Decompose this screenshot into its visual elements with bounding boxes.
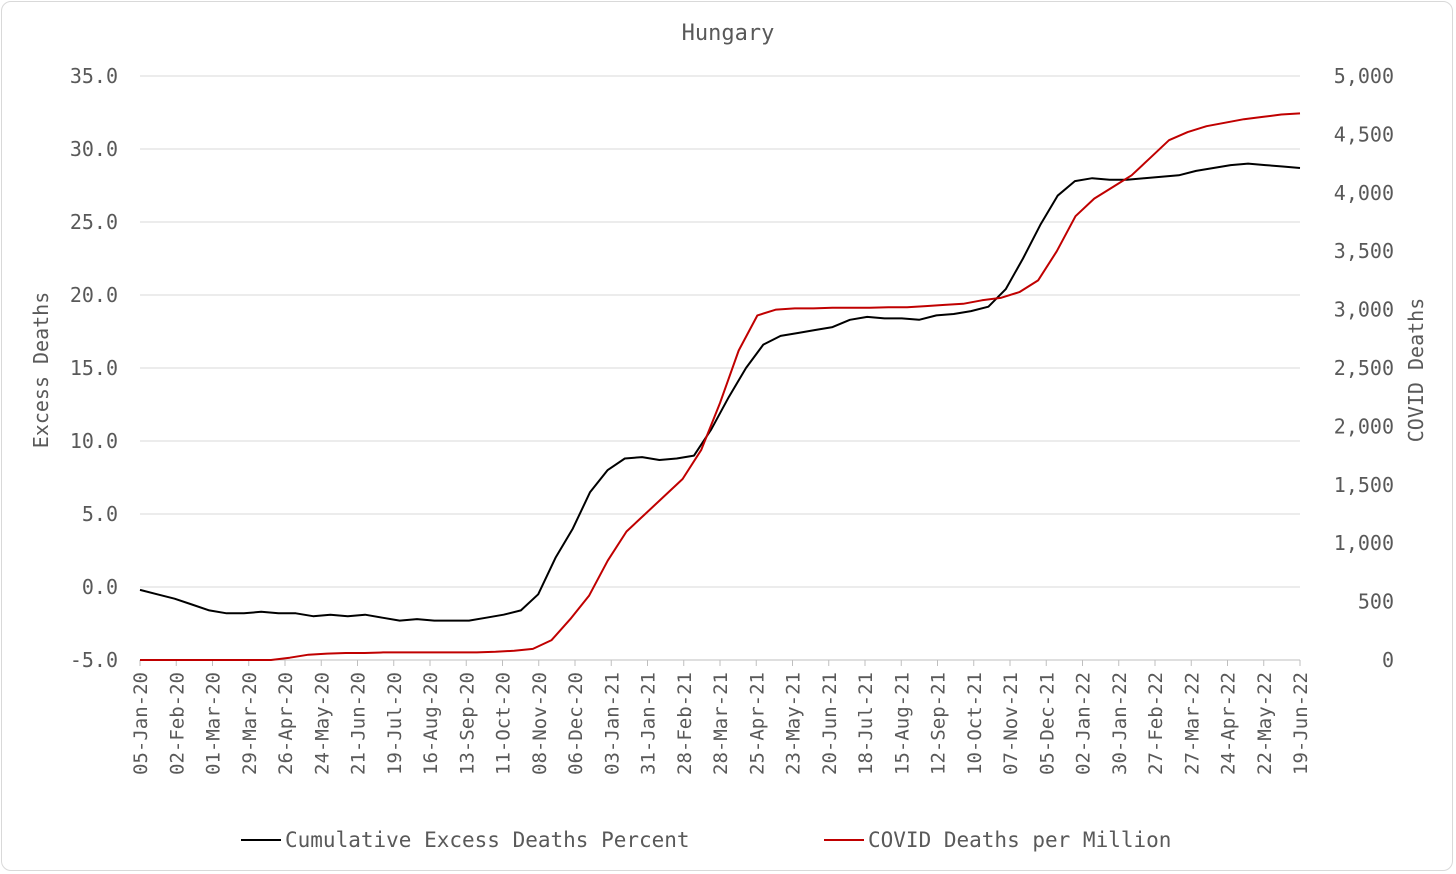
- x-tick-label: 16-Aug-20: [420, 672, 442, 775]
- x-tick-label: 20-Jun-21: [819, 672, 841, 775]
- x-tick-label: 22-May-22: [1254, 672, 1276, 775]
- x-tick-label: 05-Jan-20: [130, 672, 152, 775]
- legend-label-excess: Cumulative Excess Deaths Percent: [285, 828, 690, 852]
- x-tick-label: 28-Feb-21: [674, 672, 696, 775]
- legend: Cumulative Excess Deaths Percent COVID D…: [241, 828, 1171, 852]
- x-tick-label: 01-Mar-20: [203, 672, 225, 775]
- x-tick-label: 06-Dec-20: [565, 672, 587, 775]
- y-axis-label: Excess Deaths: [29, 292, 53, 449]
- y-tick-label: 5.0: [82, 502, 118, 526]
- x-tick-label: 27-Feb-22: [1145, 672, 1167, 775]
- y-tick-label: 15.0: [70, 356, 118, 380]
- y2-tick-label: 500: [1358, 590, 1394, 614]
- x-tick-label: 28-Mar-21: [710, 672, 732, 775]
- y2-tick-label: 4,000: [1334, 181, 1394, 205]
- x-tick-label: 19-Jul-20: [384, 672, 406, 775]
- y2-tick-label: 3,000: [1334, 298, 1394, 322]
- x-tick-label: 30-Jan-22: [1109, 672, 1131, 775]
- x-tick-label: 23-May-21: [783, 672, 805, 775]
- y-tick-label: 0.0: [82, 575, 118, 599]
- gridlines: [140, 75, 1300, 588]
- y2-tick-label: 1,000: [1334, 531, 1394, 555]
- y2-tick-label: 4,500: [1334, 122, 1394, 146]
- y2-tick-label: 2,500: [1334, 356, 1394, 380]
- y-tick-label: 20.0: [70, 283, 118, 307]
- x-tick-label: 12-Sep-21: [928, 672, 950, 775]
- series-line-covid-deaths: [140, 112, 1301, 661]
- x-tick-label: 18-Jul-21: [855, 672, 877, 775]
- x-tick-label: 21-Jun-20: [348, 672, 370, 775]
- x-tick-label: 29-Mar-20: [239, 672, 261, 775]
- x-tick-label: 31-Jan-21: [638, 672, 660, 775]
- left-axis-ticks: 35.0 30.0 25.0 20.0 15.0 10.0 5.0 0.0 -5.0: [70, 64, 118, 672]
- y2-tick-label: 3,500: [1334, 239, 1394, 263]
- y-tick-label: 35.0: [70, 64, 118, 88]
- x-tick-label: 03-Jan-21: [601, 672, 623, 775]
- y-tick-label: 30.0: [70, 137, 118, 161]
- y2-axis-label: COVID Deaths: [1404, 298, 1428, 443]
- series-line-excess-deaths: [139, 162, 1301, 622]
- x-tick-label: 27-Mar-22: [1181, 672, 1203, 775]
- x-tick-label: 15-Aug-21: [891, 672, 913, 775]
- x-tick-label: 13-Sep-20: [456, 672, 478, 775]
- x-tick-label: 02-Jan-22: [1073, 672, 1095, 775]
- y2-tick-label: 0: [1382, 648, 1394, 672]
- x-tick-label: 02-Feb-20: [166, 672, 188, 775]
- x-tick-label: 07-Nov-21: [1000, 672, 1022, 775]
- x-axis-ticks: 05-Jan-20 02-Feb-20 01-Mar-20 29-Mar-20 26-A…: [130, 660, 1312, 775]
- y-tick-label: -5.0: [70, 648, 118, 672]
- x-tick-label: 24-Apr-22: [1218, 672, 1240, 775]
- x-tick-label: 24-May-20: [311, 672, 333, 775]
- y-tick-label: 25.0: [70, 210, 118, 234]
- chart-title: Hungary: [682, 21, 775, 46]
- right-axis-ticks: 5,000 4,500 4,000 3,500 3,000 2,500 2,000 1,500…: [1334, 64, 1394, 672]
- x-tick-label: 19-Jun-22: [1290, 672, 1312, 775]
- y2-tick-label: 5,000: [1334, 64, 1394, 88]
- y2-tick-label: 1,500: [1334, 473, 1394, 497]
- x-tick-label: 08-Nov-20: [529, 672, 551, 775]
- x-tick-label: 26-Apr-20: [275, 672, 297, 775]
- x-tick-label: 25-Apr-21: [746, 672, 768, 775]
- y2-tick-label: 2,000: [1334, 414, 1394, 438]
- series-lines: [139, 112, 1301, 661]
- x-tick-label: 11-Oct-20: [493, 672, 515, 775]
- y-tick-label: 10.0: [70, 429, 118, 453]
- legend-label-covid: COVID Deaths per Million: [868, 828, 1171, 852]
- x-tick-label: 05-Dec-21: [1036, 672, 1058, 775]
- x-tick-label: 10-Oct-21: [964, 672, 986, 775]
